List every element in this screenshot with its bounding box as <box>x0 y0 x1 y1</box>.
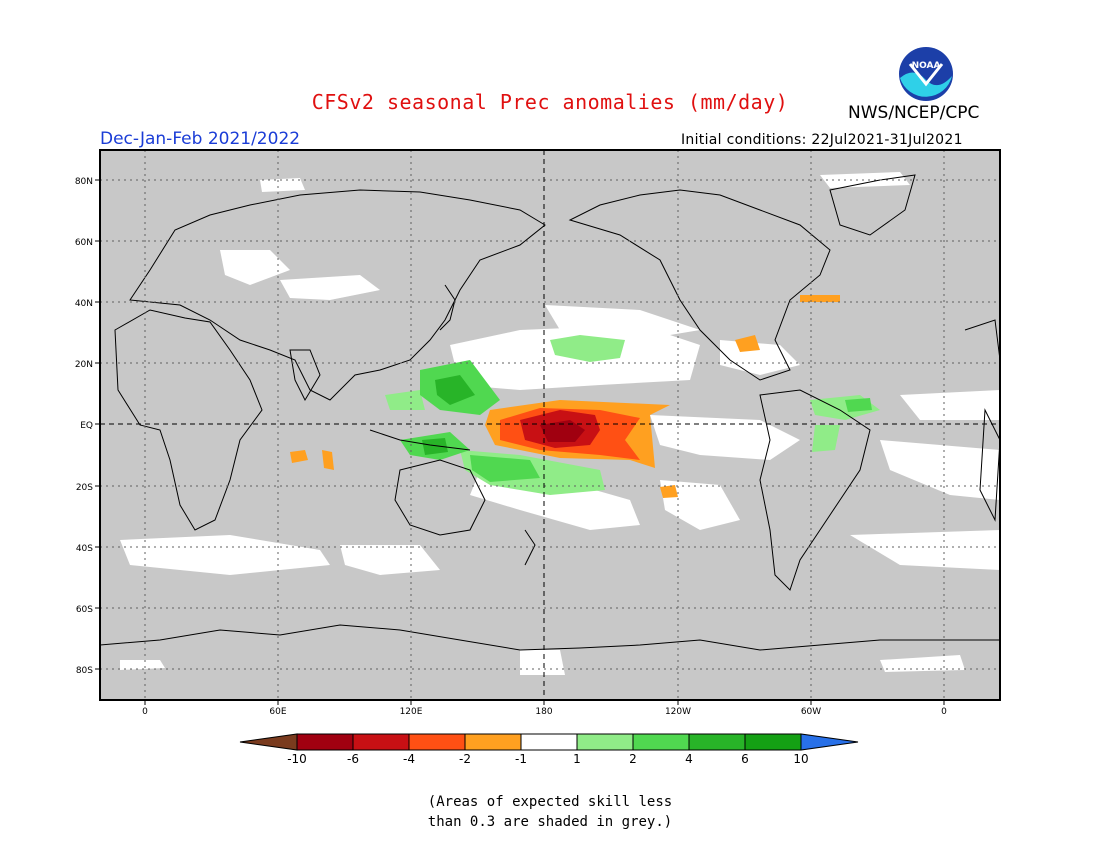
footnote-line1: (Areas of expected skill less <box>427 794 673 810</box>
colorbar-segment <box>296 733 354 751</box>
agency-label: NWS/NCEP/CPC <box>848 103 980 123</box>
colorbar-segment <box>520 733 578 751</box>
season-label: Dec-Jan-Feb 2021/2022 <box>100 129 301 149</box>
colorbar-label: -6 <box>347 752 359 766</box>
map-grid <box>100 150 1000 700</box>
lon-label: 0 <box>142 707 148 717</box>
coastlines <box>100 174 1000 651</box>
colorbar-segment <box>688 733 746 751</box>
colorbar-segment <box>352 733 410 751</box>
equator-dateline <box>100 150 1000 700</box>
colorbar-label: 4 <box>685 752 693 766</box>
colorbar-labels: -10 -6 -4 -2 -1 1 2 4 6 10 <box>287 752 808 766</box>
lat-label: 60N <box>75 238 93 248</box>
colorbar-segment <box>408 733 466 751</box>
colorbar-right-arrow <box>800 733 859 751</box>
colorbar-label: -4 <box>403 752 415 766</box>
lon-label: 60E <box>269 707 286 717</box>
map-frame <box>99 149 1001 701</box>
colorbar-segment <box>576 733 634 751</box>
noaa-logo-icon: NOAA <box>897 45 955 103</box>
lon-labels: 0 60E 120E 180 120W 60W 0 <box>142 707 947 717</box>
lat-label: 20N <box>75 360 93 370</box>
colorbar-label: 2 <box>629 752 637 766</box>
lat-label: 40N <box>75 299 93 309</box>
colorbar-label: -10 <box>287 752 307 766</box>
lon-label: 180 <box>535 707 552 717</box>
lat-ticks <box>95 179 100 670</box>
lon-label: 0 <box>941 707 947 717</box>
near-zero-areas <box>120 172 1000 675</box>
skill-footnote: (Areas of expected skill less than 0.3 a… <box>0 792 1100 832</box>
logo-text: NOAA <box>912 61 941 71</box>
lat-label: 40S <box>76 544 93 554</box>
initial-conditions-label: Initial conditions: 22Jul2021-31Jul2021 <box>681 132 963 148</box>
colorbar-segment <box>744 733 802 751</box>
lat-label: 20S <box>76 483 93 493</box>
colorbar-left-arrow <box>239 733 298 751</box>
lon-ticks <box>144 700 945 705</box>
colorbar-label: 10 <box>793 752 808 766</box>
lat-label: 60S <box>76 605 93 615</box>
colorbar-label: -1 <box>515 752 527 766</box>
colorbar-label: 6 <box>741 752 749 766</box>
colorbar-segment <box>632 733 690 751</box>
colorbar-label: 1 <box>573 752 581 766</box>
chart-title: CFSv2 seasonal Prec anomalies (mm/day) <box>311 90 789 114</box>
lat-label: 80S <box>76 666 93 676</box>
lon-label: 60W <box>801 707 821 717</box>
lat-labels: 80N 60N 40N 20N EQ 20S 40S 60S 80S <box>75 177 93 676</box>
lon-label: 120E <box>400 707 423 717</box>
anomaly-shading <box>120 172 1000 675</box>
lat-label: 80N <box>75 177 93 187</box>
colorbar-label: -2 <box>459 752 471 766</box>
footnote-line2: than 0.3 are shaded in grey.) <box>427 814 673 830</box>
colorbar-segment <box>464 733 522 751</box>
lon-label: 120W <box>665 707 691 717</box>
colorbar <box>239 733 859 751</box>
lat-label: EQ <box>80 421 93 431</box>
